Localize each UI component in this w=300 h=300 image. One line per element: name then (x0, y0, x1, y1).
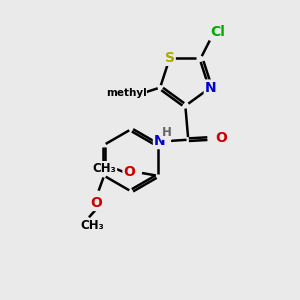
Text: CH₃: CH₃ (93, 162, 117, 175)
Text: O: O (124, 165, 135, 179)
Text: Cl: Cl (210, 25, 225, 39)
Text: N: N (154, 134, 166, 148)
Text: methyl: methyl (106, 88, 146, 98)
Text: H: H (162, 126, 171, 140)
Text: S: S (165, 51, 175, 65)
Text: N: N (205, 80, 216, 94)
Text: O: O (215, 131, 227, 145)
Text: O: O (91, 196, 103, 210)
Text: CH₃: CH₃ (80, 219, 104, 232)
